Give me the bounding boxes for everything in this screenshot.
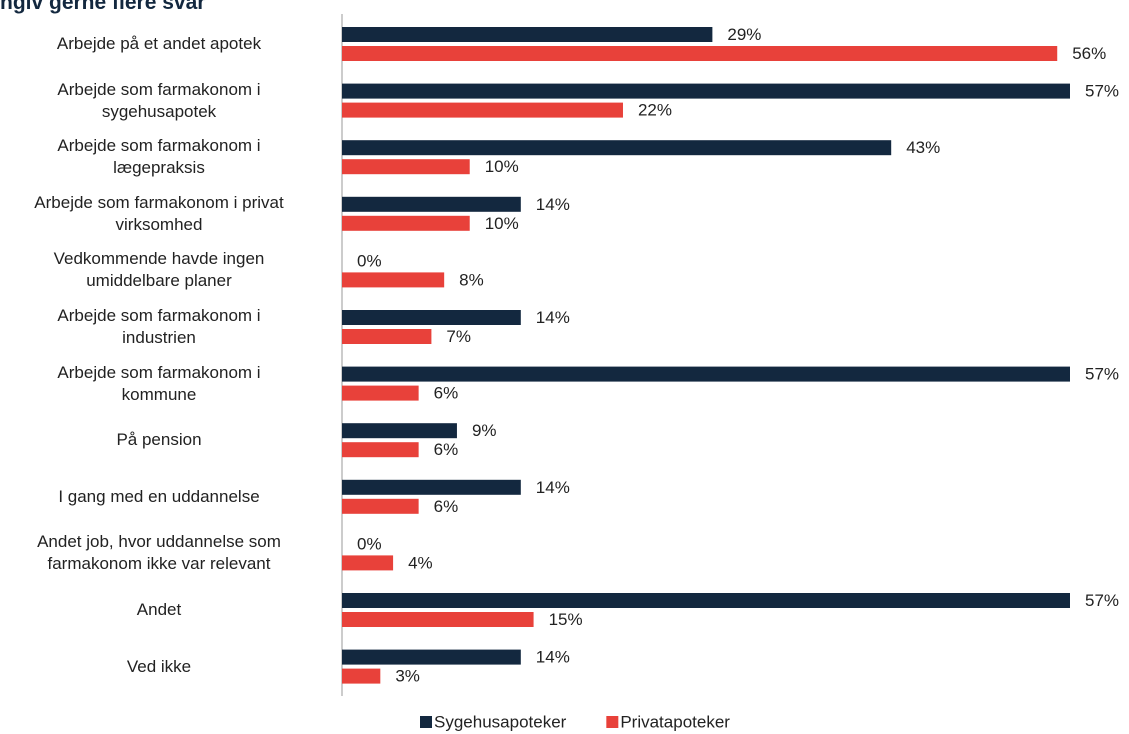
bar [342,442,419,458]
data-label: 6% [434,497,459,516]
data-label: 3% [395,667,420,686]
bar [342,310,521,325]
data-label: 10% [485,157,519,176]
data-label: 8% [459,270,484,289]
y-tick-label: Andet job, hvor uddannelse som farmakono… [37,532,281,574]
y-tick-label: Arbejde som farmakonom i lægepraksis [57,136,261,178]
data-label: 14% [536,648,570,667]
data-label: 29% [727,25,761,44]
bar [342,102,623,118]
legend-label: Privatapoteker [620,712,730,731]
data-label: 0% [357,251,382,270]
y-tick-label: Arbejde som farmakonom i sygehusapotek [57,79,261,121]
bar [342,329,432,344]
y-tick-label: Ved ikke [126,656,192,676]
bar [342,27,713,42]
data-label: 0% [357,534,382,553]
bar [342,272,445,288]
data-label: 10% [485,214,519,233]
bar [342,83,1070,99]
y-tick-label: Andet [136,600,182,619]
data-label: 57% [1085,365,1119,384]
data-label: 14% [536,195,570,214]
y-tick-label: Arbejde som farmakonom i industrien [57,306,261,347]
legend-label: Sygehusapoteker [434,712,567,731]
bar [342,593,1070,608]
bar [342,479,521,495]
bar [342,159,470,175]
data-label: 14% [536,478,570,497]
bar [342,649,521,665]
bar [342,385,419,401]
bar [342,366,1070,382]
bar [342,668,381,684]
legend-swatch [420,716,432,728]
y-tick-label: I gang med en uddannelse [58,486,260,506]
bar [342,196,521,212]
data-label: 9% [472,421,497,440]
data-label: 4% [408,553,433,572]
y-tick-label: Arbejde som farmakonom i kommune [57,362,261,404]
data-label: 56% [1072,44,1106,63]
bar [342,555,394,571]
bar [342,612,534,627]
bar [342,140,892,156]
chart-title: ngiv gerne flere svar [0,0,206,14]
legend-swatch [606,716,619,728]
data-label: 22% [638,101,672,120]
bar [342,498,419,514]
data-label: 57% [1085,591,1119,610]
data-label: 43% [906,138,940,157]
data-label: 6% [434,384,459,403]
y-tick-label: Arbejde som farmakonom i privat virksomh… [34,192,284,234]
y-tick-label: Vedkommende havde ingen umiddelbare plan… [53,249,265,291]
bar [342,215,470,231]
y-tick-label: På pension [116,430,202,450]
data-label: 6% [434,440,459,459]
data-label: 7% [446,327,471,346]
bar [342,423,457,439]
data-label: 14% [536,308,570,327]
data-label: 15% [549,610,583,629]
bar [342,46,1058,61]
y-tick-label: Arbejde på et andet apotek [56,34,262,53]
data-label: 57% [1085,82,1119,101]
